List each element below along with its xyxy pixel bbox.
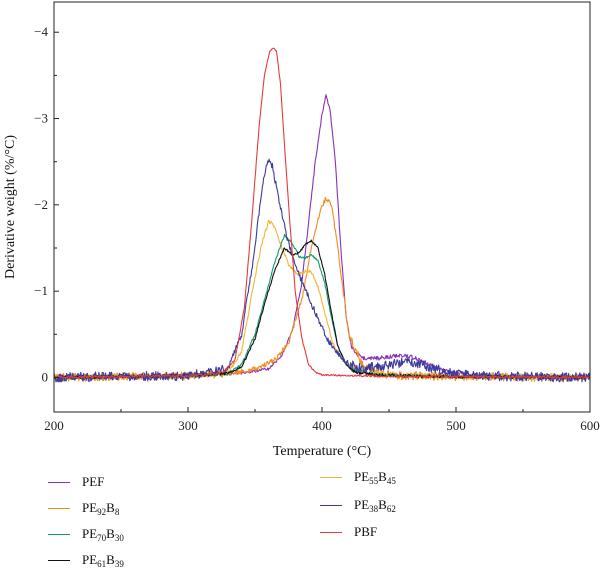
legend: PEF PE92B8 PE70B30 PE61B39 PE55B45 PE38B62 PBF — [0, 462, 600, 570]
legend-swatch — [320, 476, 342, 478]
series-line-pe70b30 — [54, 233, 590, 380]
y-tick-label: −3 — [34, 111, 48, 126]
series-line-pe61b39 — [54, 239, 590, 380]
plot-area — [54, 47, 590, 383]
series-line-pe55b45 — [54, 220, 590, 381]
legend-item-pe38b62: PE38B62 — [320, 495, 396, 515]
x-tick-label: 400 — [312, 418, 332, 433]
y-axis-title: Derivative weight (%/°C) — [3, 135, 18, 279]
x-tick-label: 600 — [580, 418, 600, 433]
series-line-pe38b62 — [54, 158, 590, 383]
series-line-pef — [54, 94, 590, 381]
legend-swatch — [48, 507, 70, 509]
legend-label: PE38B62 — [354, 496, 396, 514]
legend-swatch — [48, 533, 70, 535]
legend-item-pef: PEF — [48, 472, 104, 492]
legend-swatch — [320, 531, 342, 533]
legend-swatch — [48, 559, 70, 561]
axes: 200 300 400 500 600 0 −1 −2 −3 −4 — [34, 1, 600, 433]
legend-label: PEF — [82, 474, 105, 489]
dtg-chart: 200 300 400 500 600 0 −1 −2 −3 −4 Temperature (°C… — [3, 1, 600, 459]
legend-label: PBF — [354, 524, 378, 539]
y-tick-label: −4 — [34, 24, 48, 39]
y-tick-label: 0 — [42, 369, 49, 384]
y-tick-label: −2 — [34, 197, 48, 212]
x-axis-title: Temperature (°C) — [273, 444, 372, 459]
series-line-pe92b8 — [54, 196, 590, 383]
legend-item-pbf: PBF — [320, 522, 377, 542]
legend-item-pe70b30: PE70B30 — [48, 524, 124, 544]
x-tick-label: 200 — [44, 418, 64, 433]
legend-label: PE92B8 — [82, 499, 120, 517]
x-tick-label: 300 — [178, 418, 198, 433]
legend-swatch — [48, 481, 70, 483]
x-tick-label: 500 — [446, 418, 466, 433]
legend-label: PE70B30 — [82, 525, 124, 543]
legend-item-pe55b45: PE55B45 — [320, 467, 396, 487]
legend-label: PE55B45 — [354, 468, 396, 486]
legend-item-pe92b8: PE92B8 — [48, 498, 119, 518]
y-tick-label: −1 — [34, 283, 48, 298]
legend-swatch — [320, 504, 342, 506]
legend-item-pe61b39: PE61B39 — [48, 550, 124, 570]
series-line-pbf — [54, 47, 590, 379]
legend-label: PE61B39 — [82, 551, 124, 569]
